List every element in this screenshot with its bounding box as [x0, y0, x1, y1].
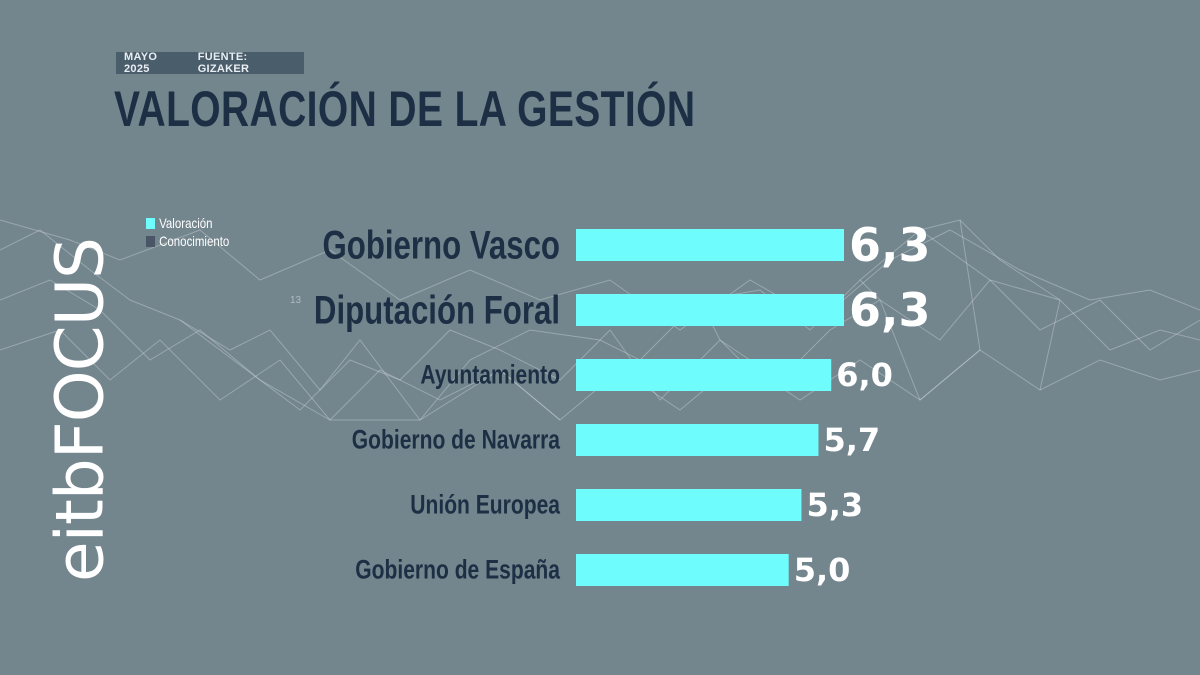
- category-label: Gobierno de España: [355, 555, 560, 585]
- value-label: 6,3: [849, 218, 931, 272]
- legend-swatch-valoracion: [146, 217, 156, 229]
- bar: [576, 489, 802, 521]
- legend-item-valoracion: Valoración: [146, 214, 229, 232]
- source-label: FUENTE: GIZAKER: [197, 51, 250, 75]
- category-label: Unión Europea: [410, 490, 560, 520]
- legend-label-conocimiento: Conocimiento: [159, 233, 230, 249]
- value-label: 5,0: [794, 551, 851, 589]
- value-label: 5,7: [823, 421, 880, 459]
- chart-title: VALORACIÓN DE LA GESTIÓN: [114, 81, 696, 137]
- category-label: Diputación Foral: [314, 288, 560, 333]
- legend-label-valoracion: Valoración: [159, 215, 213, 231]
- category-label: Ayuntamiento: [420, 360, 560, 390]
- value-label: 5,3: [806, 486, 863, 524]
- bar: [576, 359, 832, 391]
- category-label: Gobierno Vasco: [323, 223, 560, 268]
- bar: [576, 424, 819, 456]
- bar: [576, 554, 789, 586]
- value-label: 6,3: [849, 283, 931, 337]
- value-label: 6,0: [836, 356, 893, 394]
- bar: [576, 294, 844, 326]
- legend-item-conocimiento: Conocimiento: [146, 232, 229, 250]
- background-number: 13: [290, 295, 302, 306]
- date-label: MAYO 2025: [124, 51, 158, 75]
- bar: [576, 229, 844, 261]
- category-label: Gobierno de Navarra: [352, 425, 561, 455]
- legend-swatch-conocimiento: [146, 235, 156, 247]
- legend: Valoración Conocimiento: [146, 214, 248, 250]
- meta-bar: MAYO 2025 FUENTE: GIZAKER: [116, 51, 304, 75]
